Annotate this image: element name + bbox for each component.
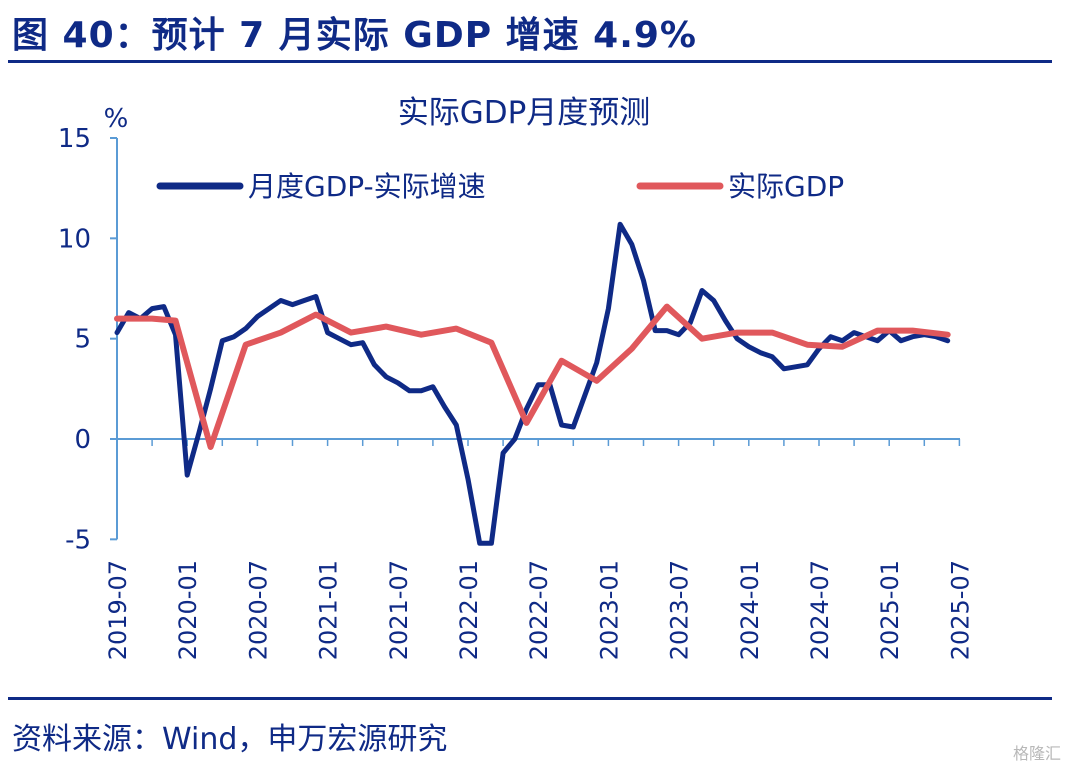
y-tick-label: -5 — [65, 525, 91, 555]
axes: -5 0 5 10 15 2019-07 2020-01 2020-07 2021-01 2021… — [58, 124, 974, 660]
x-tick-label: 2024-07 — [806, 560, 834, 660]
x-tick-label: 2022-07 — [525, 560, 553, 660]
legend: 月度GDP-实际增速 实际GDP — [156, 170, 844, 203]
line-chart: 实际GDP月度预测 % -5 0 5 10 15 2019-07 2020-01 2020-0… — [58, 95, 974, 660]
legend-label-2: 实际GDP — [728, 170, 844, 203]
x-tick-label: 2025-01 — [876, 560, 904, 660]
y-tick-label: 15 — [58, 124, 91, 154]
y-tick-label: 10 — [58, 224, 91, 254]
x-tick-label: 2023-01 — [595, 560, 623, 660]
series-line-1 — [114, 221, 951, 546]
series-line-2 — [114, 303, 951, 450]
series-layer — [114, 221, 951, 546]
chart-title: 实际GDP月度预测 — [398, 95, 651, 131]
x-tick-label: 2020-01 — [174, 560, 202, 660]
x-tick-label: 2024-01 — [736, 560, 764, 660]
source-note: 资料来源：Wind，申万宏源研究 — [12, 722, 448, 757]
x-tick-label: 2023-07 — [666, 560, 694, 660]
x-tick-label: 2019-07 — [104, 560, 132, 660]
figure-title: 图 40：预计 7 月实际 GDP 增速 4.9% — [12, 15, 698, 56]
x-tick-label: 2020-07 — [244, 560, 272, 660]
watermark: 格隆汇 — [1012, 744, 1061, 763]
footer-divider — [8, 697, 1052, 700]
x-tick-label: 2021-01 — [315, 560, 343, 660]
y-tick-label: 0 — [74, 425, 91, 455]
y-axis-unit: % — [104, 104, 129, 134]
title-divider — [8, 60, 1052, 63]
x-tick-label: 2022-01 — [455, 560, 483, 660]
x-tick-label: 2021-07 — [385, 560, 413, 660]
y-tick-label: 5 — [74, 325, 91, 355]
legend-label-1: 月度GDP-实际增速 — [248, 170, 486, 203]
x-tick-label: 2025-07 — [946, 560, 974, 660]
